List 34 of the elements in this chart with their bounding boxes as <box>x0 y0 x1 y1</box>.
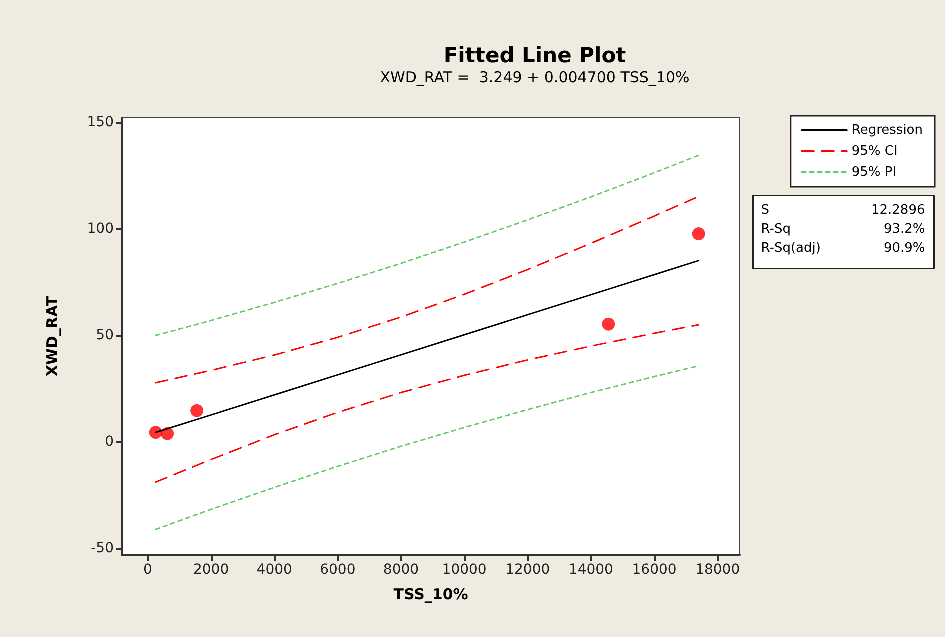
legend-label: 95% PI <box>852 165 897 180</box>
legend-label: Regression <box>852 123 924 138</box>
text: 12.2896 <box>871 202 926 218</box>
x-tick-label: 6000 <box>320 562 356 578</box>
chart-title: Fitted Line Plot <box>444 44 626 68</box>
x-tick-label: 12000 <box>506 562 550 578</box>
text: R-Sq <box>761 222 791 237</box>
y-tick-label: 100 <box>87 220 114 237</box>
x-tick-label: 8000 <box>383 562 420 578</box>
x-tick-label: 10000 <box>442 562 487 578</box>
line-series <box>155 324 700 484</box>
y-tick-label: 50 <box>96 327 114 344</box>
y-tick-label: 150 <box>87 114 114 130</box>
x-tick-label: 0 <box>144 562 152 578</box>
y-tick-label: -50 <box>91 540 114 557</box>
text: 90.9% <box>884 240 926 256</box>
x-tick-label: 18000 <box>696 562 740 578</box>
y-tick-label: 0 <box>105 434 114 450</box>
point <box>692 227 706 240</box>
x-axis-title: TSS_10% <box>394 586 468 604</box>
x-tick-label: 2000 <box>193 562 230 578</box>
legend-label: 95% CI <box>852 144 898 159</box>
text: R-Sq(adj) <box>761 240 821 256</box>
point <box>161 427 174 440</box>
chart-subtitle: XWD_RAT = 3.249 + 0.004700 TSS_10% <box>380 68 690 86</box>
line-series <box>155 154 700 336</box>
point <box>602 318 616 331</box>
text: S <box>761 202 770 218</box>
point <box>190 404 204 418</box>
text: 93.2% <box>884 222 926 237</box>
x-tick-label: 14000 <box>568 562 614 578</box>
x-tick-label: 16000 <box>632 562 677 578</box>
y-axis-title: XWD_RAT <box>44 296 62 377</box>
x-tick-label: 4000 <box>256 562 292 578</box>
